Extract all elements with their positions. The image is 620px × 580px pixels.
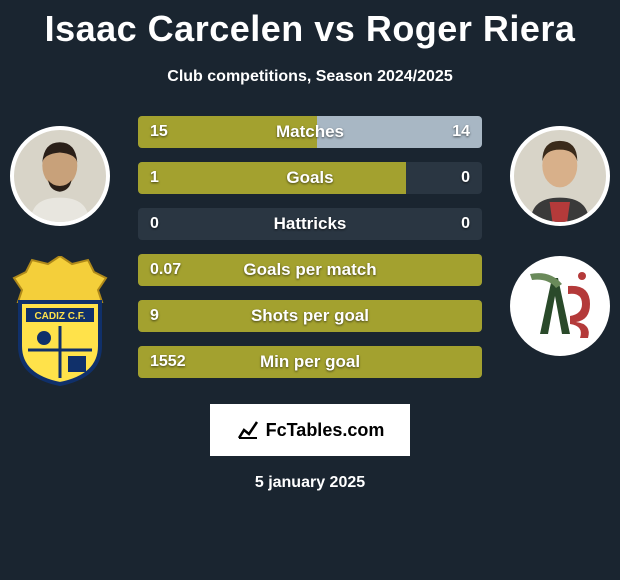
footer-badge[interactable]: FcTables.com — [210, 404, 410, 456]
stat-label: Goals per match — [138, 260, 482, 280]
stat-row: 15 Matches 14 — [138, 116, 482, 148]
svg-text:CADIZ C.F.: CADIZ C.F. — [34, 311, 85, 322]
club-right-badge — [510, 256, 610, 356]
page-title: Isaac Carcelen vs Roger Riera — [0, 0, 620, 50]
player-left-avatar — [10, 126, 110, 226]
club-left-badge: CADIZ C.F. — [10, 256, 110, 386]
stat-right-value: 0 — [461, 215, 470, 233]
left-side: CADIZ C.F. — [0, 116, 120, 386]
player-right-avatar — [510, 126, 610, 226]
chart-icon — [236, 418, 260, 442]
stat-row: 1552 Min per goal — [138, 346, 482, 378]
person-icon — [523, 135, 597, 222]
stat-label: Matches — [138, 122, 482, 142]
person-icon — [23, 135, 97, 222]
footer-badge-text: FcTables.com — [266, 420, 385, 441]
club-logo-icon — [510, 256, 610, 356]
footer-date: 5 january 2025 — [0, 474, 620, 492]
stat-row: 9 Shots per goal — [138, 300, 482, 332]
stat-row: 0.07 Goals per match — [138, 254, 482, 286]
stat-right-value: 0 — [461, 169, 470, 187]
right-side — [500, 116, 620, 386]
stats-column: 15 Matches 14 1 Goals 0 0 Hattricks 0 0.… — [120, 116, 500, 386]
stat-label: Goals — [138, 168, 482, 188]
comparison-main: CADIZ C.F. 15 Matches 14 1 Goals 0 — [0, 116, 620, 386]
stat-row: 0 Hattricks 0 — [138, 208, 482, 240]
page-subtitle: Club competitions, Season 2024/2025 — [0, 68, 620, 86]
stat-label: Min per goal — [138, 352, 482, 372]
stat-label: Hattricks — [138, 214, 482, 234]
stat-row: 1 Goals 0 — [138, 162, 482, 194]
stat-label: Shots per goal — [138, 306, 482, 326]
shield-icon: CADIZ C.F. — [10, 256, 110, 386]
stat-right-value: 14 — [452, 123, 470, 141]
